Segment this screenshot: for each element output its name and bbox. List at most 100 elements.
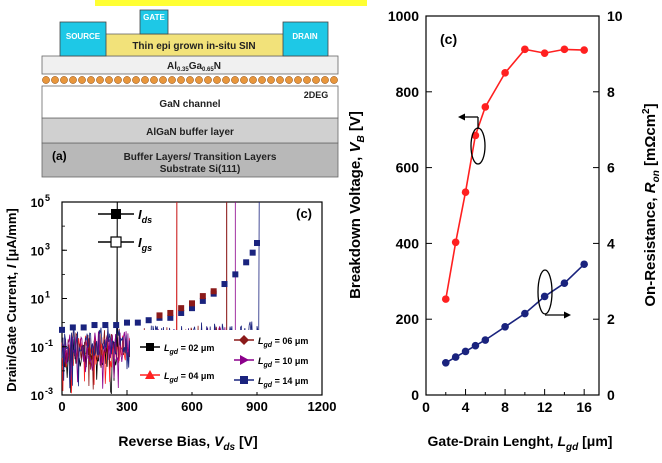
dot-2deg	[312, 76, 320, 84]
dot-2deg	[285, 76, 293, 84]
y-left-tick-label-c: 400	[396, 235, 420, 251]
ids-marker	[221, 281, 228, 288]
series-point-left	[580, 46, 588, 54]
panel-b-ylabel: Drain/Gate Current, I [μA/mm]	[4, 208, 19, 392]
panel-c-label: (c)	[440, 31, 457, 47]
ids-marker	[145, 317, 152, 324]
dot-2deg	[78, 76, 86, 84]
y-left-tick-label-c: 0	[411, 387, 419, 403]
substrate-label: Substrate Si(111)	[160, 164, 241, 175]
lgd-legend-marker	[146, 343, 154, 351]
x-tick-label-c: 12	[537, 399, 553, 415]
transition-label: Buffer Layers/ Transition Layers	[124, 152, 277, 163]
panel-c-ticks-group: 0 4 8 12 16 0 200 400 600 800 1000 0 2 4 6 8 10	[388, 8, 623, 415]
dot-2deg	[168, 76, 176, 84]
dot-2deg	[249, 76, 257, 84]
legend-ids-label: Ids	[138, 207, 152, 225]
ids-marker	[232, 271, 239, 278]
panel-a-device-schematic: GATE SOURCE DRAIN Thin epi grown in-situ…	[41, 9, 339, 178]
dot-2deg	[96, 76, 104, 84]
y-left-tick-label-c: 1000	[388, 8, 419, 24]
gate-label: GATE	[143, 13, 165, 22]
series-point-left	[560, 45, 569, 54]
x-tick-label-c: 8	[501, 399, 509, 415]
series-point-left	[501, 69, 509, 77]
series-point-left	[451, 238, 460, 247]
series-point-left	[521, 45, 529, 54]
y-tick-label-b: 10	[31, 341, 45, 355]
dot-2deg	[132, 76, 140, 84]
ids-marker	[178, 305, 185, 312]
annotation-arrowhead-onres	[564, 311, 571, 319]
x-tick-label-b: 600	[181, 399, 203, 414]
y-left-tick-label-c: 600	[396, 160, 420, 176]
dot-2deg	[294, 76, 302, 84]
ids-marker	[69, 324, 76, 331]
sin-label: Thin epi grown in-situ SIN	[132, 41, 255, 52]
ids-marker	[134, 319, 141, 326]
drain-contact	[282, 21, 329, 57]
ids-marker	[156, 312, 163, 319]
x-tick-label-c: 4	[462, 399, 470, 415]
dot-2deg	[321, 76, 329, 84]
dot-2deg	[159, 76, 167, 84]
ids-marker	[189, 305, 195, 312]
y-tick-exp-b: -1	[45, 338, 53, 348]
dot-2deg	[195, 76, 203, 84]
series-point-right	[501, 322, 509, 331]
y-left-tick-label-c: 800	[396, 84, 420, 100]
x-tick-label-b: 0	[58, 399, 65, 414]
dot-2deg	[141, 76, 149, 84]
panel-c-chart: 0 4 8 12 16 0 200 400 600 800 1000 0 2 4 6 8 10 (c) Gate…	[347, 8, 662, 453]
legend-igs-label: Igs	[138, 235, 152, 253]
ids-marker	[167, 314, 174, 321]
source-contact	[59, 21, 107, 57]
lgd-legend-marker	[239, 335, 249, 345]
panel-a-label: (a)	[52, 149, 67, 163]
dot-2deg	[105, 76, 113, 84]
lgd-legend-label: Lgd = 14 μm	[258, 376, 308, 389]
y-right-tick-label-c: 8	[607, 84, 615, 100]
ids-marker	[59, 326, 65, 333]
dot-2deg	[303, 76, 311, 84]
y-tick-label-b: 10	[31, 196, 45, 210]
lgd-legend-marker	[240, 355, 249, 365]
panel-b-xlabel: Reverse Bias, Vds [V]	[118, 433, 257, 453]
y-tick-exp-b: -3	[45, 386, 53, 396]
header-strip	[95, 0, 367, 6]
lgd-legend-label: Lgd = 02 μm	[164, 343, 214, 356]
dot-2deg	[213, 76, 221, 84]
dot-2deg	[240, 76, 248, 84]
ids-marker	[210, 288, 217, 295]
x-tick-label-b: 900	[246, 399, 268, 414]
y-right-tick-label-c: 0	[607, 387, 615, 403]
ids-marker	[167, 309, 174, 316]
dot-2deg	[276, 76, 284, 84]
legend-ids-marker	[111, 209, 121, 219]
series-point-left	[441, 295, 450, 303]
gan-channel-layer	[41, 85, 339, 119]
x-tick-label-b: 1200	[308, 399, 337, 414]
series-point-right	[471, 341, 480, 350]
series-line-left	[445, 48, 585, 300]
series-point-right	[441, 358, 450, 367]
y-tick-label-b: 10	[31, 244, 45, 258]
lgd-legend-label: Lgd = 06 μm	[258, 336, 308, 349]
x-tick-label-c: 0	[422, 399, 430, 415]
2deg-label: 2DEG	[304, 90, 329, 100]
series-point-right	[580, 260, 588, 269]
dot-2deg	[222, 76, 230, 84]
buffer-layer	[41, 117, 339, 144]
dot-2deg	[42, 76, 50, 84]
ids-marker	[113, 322, 120, 329]
algan-barrier-label: Al0.35Ga0.65N	[167, 61, 221, 73]
lgd-legend-marker	[145, 370, 155, 379]
ids-marker	[124, 319, 130, 326]
y-right-tick-label-c: 2	[607, 311, 615, 327]
panel-c-ylabel-left: Breakdown Voltage, VB [V]	[347, 111, 367, 299]
ids-marker	[249, 249, 256, 256]
lgd-legend-marker	[240, 376, 248, 384]
